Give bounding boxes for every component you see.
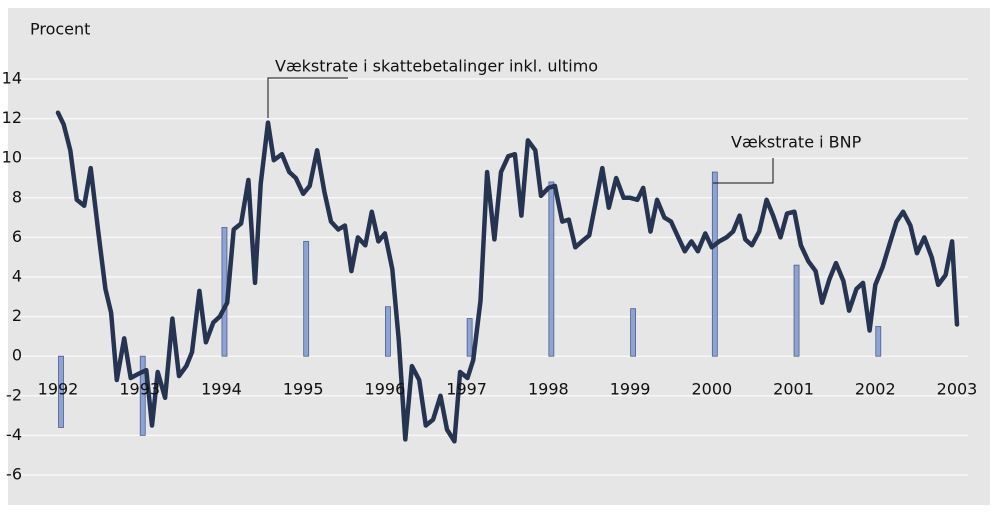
x-tick-label: 2001 [773,380,814,399]
x-tick-label: 1999 [610,380,651,399]
bar [630,308,636,357]
bar [793,264,800,357]
x-tick-label: 1992 [38,380,79,399]
y-tick-label: 4 [12,267,22,286]
annotation-leader [267,77,348,118]
bar [875,326,882,357]
y-tick-label: 10 [2,148,22,167]
x-tick-label: 2000 [691,380,732,399]
y-tick-label: -4 [6,425,22,444]
annotation: Vækstrate i skattebetalinger inkl. ultim… [275,57,598,76]
bar [466,318,473,357]
y-tick-label: 2 [12,306,22,325]
x-tick-label: 2003 [937,380,978,399]
bar [58,355,64,428]
x-tick-label: 1997 [446,380,487,399]
x-tick-label: 1994 [201,380,242,399]
chart-background [8,8,990,505]
x-tick-label: 1996 [365,380,406,399]
bar [548,181,555,357]
bar [385,306,391,357]
x-tick-label: 1995 [283,380,324,399]
line [55,110,960,444]
y-tick-label: 8 [12,187,22,206]
y-tick-label: 0 [12,346,22,365]
bar [711,171,718,357]
y-axis-label: Procent [30,20,90,39]
marks [55,110,960,444]
bar [139,355,146,436]
y-tick-label: 14 [2,69,22,88]
x-tick-label: 1998 [528,380,569,399]
bar [303,240,310,357]
x-tick-label: 1993 [119,380,160,399]
annotation-leader [713,158,774,184]
x-tick-label: 2002 [855,380,896,399]
y-tick-label: -6 [6,465,22,484]
y-tick-label: 6 [12,227,22,246]
annotation: Vækstrate i BNP [731,133,862,152]
y-tick-label: 12 [2,108,22,127]
y-tick-label: -2 [6,385,22,404]
